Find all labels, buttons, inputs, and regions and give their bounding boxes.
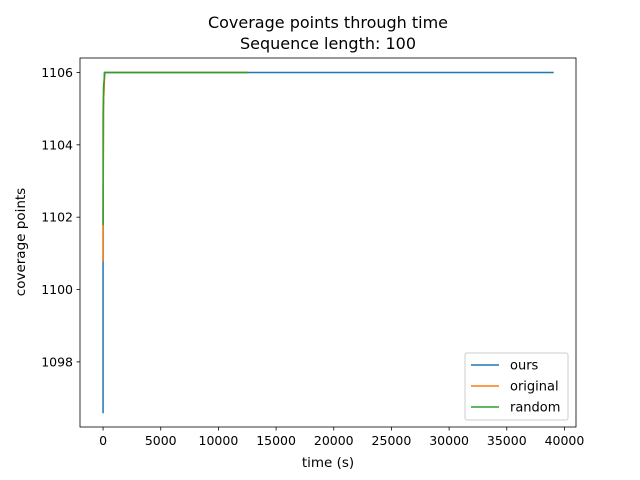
series-line-original [102, 71, 249, 262]
legend-label-random: random [510, 401, 560, 416]
legend-label-original: original [510, 380, 559, 395]
y-tick-label: 1100 [41, 282, 73, 297]
x-tick-label: 25000 [372, 433, 412, 448]
x-axis-label: time (s) [302, 455, 354, 471]
x-tick-label: 15000 [256, 433, 296, 448]
x-tick-label: 10000 [199, 433, 239, 448]
legend-label-ours: ours [510, 359, 539, 374]
y-tick-label: 1098 [41, 354, 73, 369]
y-tick-label: 1102 [41, 210, 73, 225]
legend: ours original random [464, 352, 569, 421]
x-tick-label: 40000 [545, 433, 585, 448]
x-tick-label: 20000 [314, 433, 354, 448]
x-tick-label: 30000 [429, 433, 469, 448]
legend-box [464, 352, 569, 421]
legend-entries: ours original random [471, 359, 560, 416]
series-line-random [102, 71, 249, 226]
y-tick-label: 1104 [41, 137, 73, 152]
tick-layer: 0 5000 10000 15000 20000 25000 30000 35000 40000… [41, 65, 584, 448]
chart-title: Coverage points through time [208, 13, 448, 32]
chart-subtitle: Sequence length: 100 [240, 34, 416, 53]
x-tick-label: 35000 [487, 433, 527, 448]
x-tick-label: 0 [99, 433, 107, 448]
x-tick-label: 5000 [145, 433, 177, 448]
plot-frame [79, 57, 577, 428]
y-axis-label: coverage points [13, 188, 29, 296]
y-tick-label: 1106 [41, 65, 73, 80]
series-layer [102, 71, 554, 414]
